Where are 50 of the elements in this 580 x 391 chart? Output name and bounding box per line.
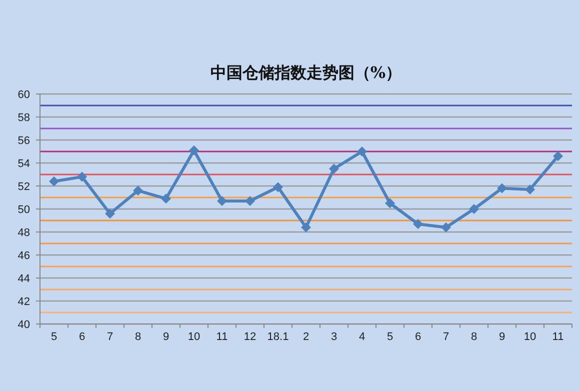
y-tick-label: 58 [18, 112, 30, 124]
point [77, 172, 87, 182]
y-tick-label: 50 [18, 204, 30, 216]
y-tick-label: 52 [18, 181, 30, 193]
point [497, 183, 507, 194]
x-tick-label: 4 [358, 331, 366, 343]
y-tick-label: 60 [18, 89, 30, 101]
point [413, 218, 423, 229]
x-tick-label: 12 [244, 331, 256, 343]
x-tick-label: 3 [330, 331, 338, 343]
y-tick-label: 56 [18, 135, 30, 147]
x-tick-label: 10 [188, 331, 200, 343]
x-tick-label: 18.1 [267, 331, 289, 343]
x-tick-label: 7 [106, 331, 114, 343]
point [245, 196, 255, 206]
point [357, 146, 367, 156]
y-tick-label: 44 [18, 273, 30, 285]
point [469, 204, 479, 214]
point [161, 194, 171, 204]
x-tick-label: 11 [216, 331, 228, 343]
y-tick-label: 54 [18, 158, 30, 170]
x-tick-label: 8 [134, 331, 142, 343]
point [49, 176, 59, 186]
x-tick-label: 11 [552, 331, 564, 343]
x-tick-label: 8 [470, 331, 478, 343]
point [133, 186, 143, 196]
point [273, 182, 283, 192]
x-tick-label: 5 [386, 331, 394, 343]
x-tick-label: 9 [498, 331, 506, 343]
point [189, 145, 199, 156]
x-tick-label: 5 [50, 331, 58, 343]
y-tick-label: 42 [18, 296, 30, 308]
x-tick-label: 6 [414, 331, 422, 343]
point [385, 198, 395, 208]
x-tick-label: 6 [78, 331, 86, 343]
point [553, 151, 563, 162]
x-tick-label: 2 [302, 331, 310, 343]
chart-title: 中国仓储指数走势图（%） [210, 63, 402, 82]
y-tick-label: 48 [18, 227, 30, 239]
point [217, 196, 227, 206]
y-tick-label: 46 [18, 250, 30, 262]
point [441, 222, 451, 232]
point [525, 184, 535, 194]
x-tick-label: 9 [162, 331, 170, 343]
x-tick-label: 7 [442, 331, 450, 343]
point [105, 208, 115, 219]
point [301, 222, 311, 232]
x-tick-label: 10 [524, 331, 536, 343]
y-tick-label: 40 [18, 319, 30, 331]
point [329, 164, 339, 174]
